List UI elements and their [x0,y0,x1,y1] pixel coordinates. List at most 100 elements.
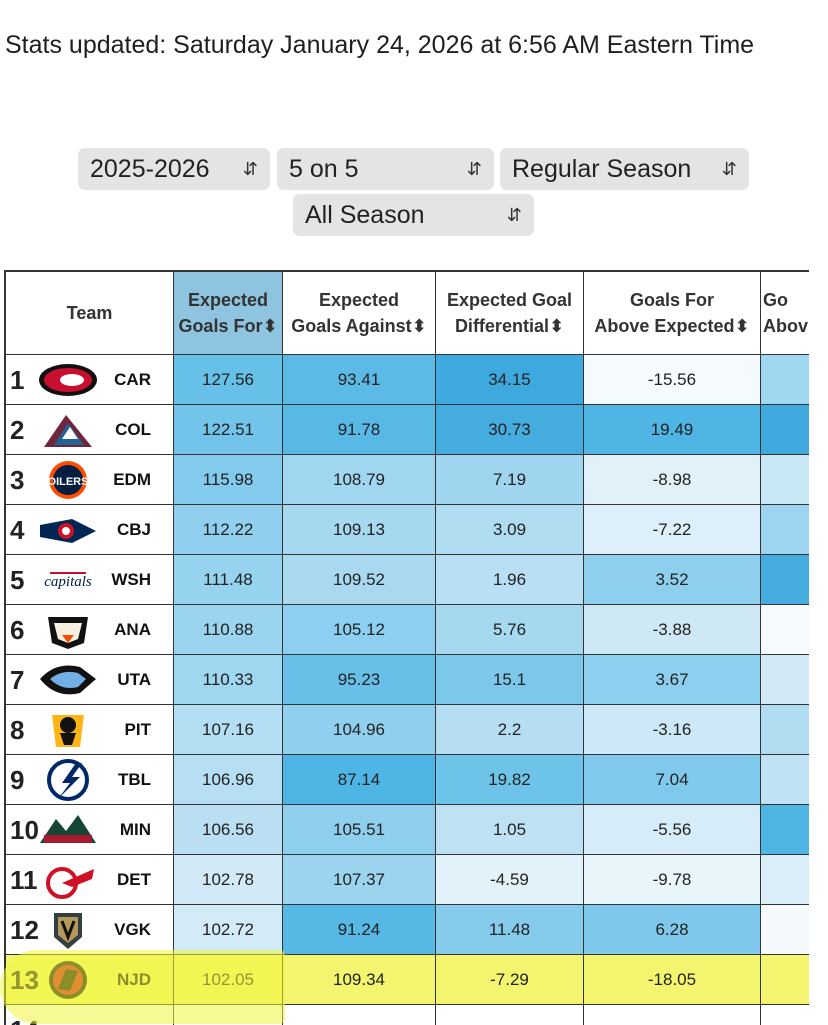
xga-cell: 107.37 [283,855,436,905]
header-label-line2: Abov [763,316,808,336]
gfax-cell: -8.98 [584,455,761,505]
xgf-cell: 110.33 [174,655,283,705]
col6-cell [761,555,810,605]
team-abbreviation: WSH [111,570,151,590]
col6-cell [761,805,810,855]
rank-number: 4 [10,515,24,546]
col6-cell [761,455,810,505]
header-label-line2: Above Expected⬍ [594,316,749,336]
team-logo-icon [36,859,100,901]
rank-number: 6 [10,615,24,646]
gfax-cell [584,1005,761,1025]
team-abbreviation: UTA [117,670,151,690]
gfax-cell: 7.04 [584,755,761,805]
rank-number: 8 [10,715,24,746]
team-logo-icon [36,609,100,651]
team-abbreviation: ANA [114,620,151,640]
xga-cell: 91.78 [283,405,436,455]
svg-text:OILERS: OILERS [48,476,89,488]
svg-text:capitals: capitals [44,574,92,590]
team-logo-icon [36,759,100,801]
rank-number: 7 [10,665,24,696]
up-down-chevron-icon: ⇵ [507,194,522,236]
gfax-cell: -9.78 [584,855,761,905]
header-team[interactable]: Team [6,272,174,355]
season-select-value: 2025-2026 [90,155,210,183]
team-cell: 1 CAR [6,355,174,405]
span-select[interactable]: All Season ⇵ [293,194,534,236]
rank-number: 1 [10,365,24,396]
rank-number: 3 [10,465,24,496]
xga-cell: 91.24 [283,905,436,955]
xgd-cell: 15.1 [436,655,584,705]
strength-select[interactable]: 5 on 5 ⇵ [277,148,494,190]
gfax-cell: -3.16 [584,705,761,755]
xga-cell: 93.41 [283,355,436,405]
xgd-cell: 2.2 [436,705,584,755]
team-abbreviation: MIN [120,820,151,840]
col6-cell [761,755,810,805]
header-label-line2: Goals For⬍ [178,316,277,336]
xga-cell: 109.13 [283,505,436,555]
team-cell: 3 OILERS EDM [6,455,174,505]
team-logo-icon: capitals [36,559,100,601]
team-cell: 5 capitals WSH [6,555,174,605]
xgf-cell: 106.96 [174,755,283,805]
gfax-cell: -18.05 [584,955,761,1005]
gfax-cell: 3.52 [584,555,761,605]
team-logo-icon [36,1009,100,1025]
rank-number: 2 [10,415,24,446]
rank-number: 10 [10,815,39,846]
xgf-cell: 106.56 [174,805,283,855]
season-type-select[interactable]: Regular Season ⇵ [500,148,749,190]
header-team-label: Team [67,303,113,323]
team-logo-icon [36,909,100,951]
span-select-value: All Season [305,201,425,229]
table-row[interactable]: 14 [6,1005,810,1025]
team-abbreviation: EDM [113,470,151,490]
team-abbreviation: VGK [114,920,151,940]
season-type-select-value: Regular Season [512,155,691,183]
team-cell: 10 MIN [6,805,174,855]
xgf-cell: 127.56 [174,355,283,405]
xga-cell: 105.12 [283,605,436,655]
team-logo-icon [36,509,100,551]
xgd-cell [436,1005,584,1025]
col6-cell [761,705,810,755]
rank-number: 5 [10,565,24,596]
team-cell: 14 [6,1005,174,1025]
team-logo-icon [36,359,100,401]
xgd-cell: -4.59 [436,855,584,905]
team-abbreviation: CAR [114,370,151,390]
team-abbreviation: COL [115,420,151,440]
xga-cell: 108.79 [283,455,436,505]
gfax-cell: 19.49 [584,405,761,455]
team-cell: 6 ANA [6,605,174,655]
season-select[interactable]: 2025-2026 ⇵ [78,148,270,190]
xgf-cell: 107.16 [174,705,283,755]
xga-cell: 104.96 [283,705,436,755]
